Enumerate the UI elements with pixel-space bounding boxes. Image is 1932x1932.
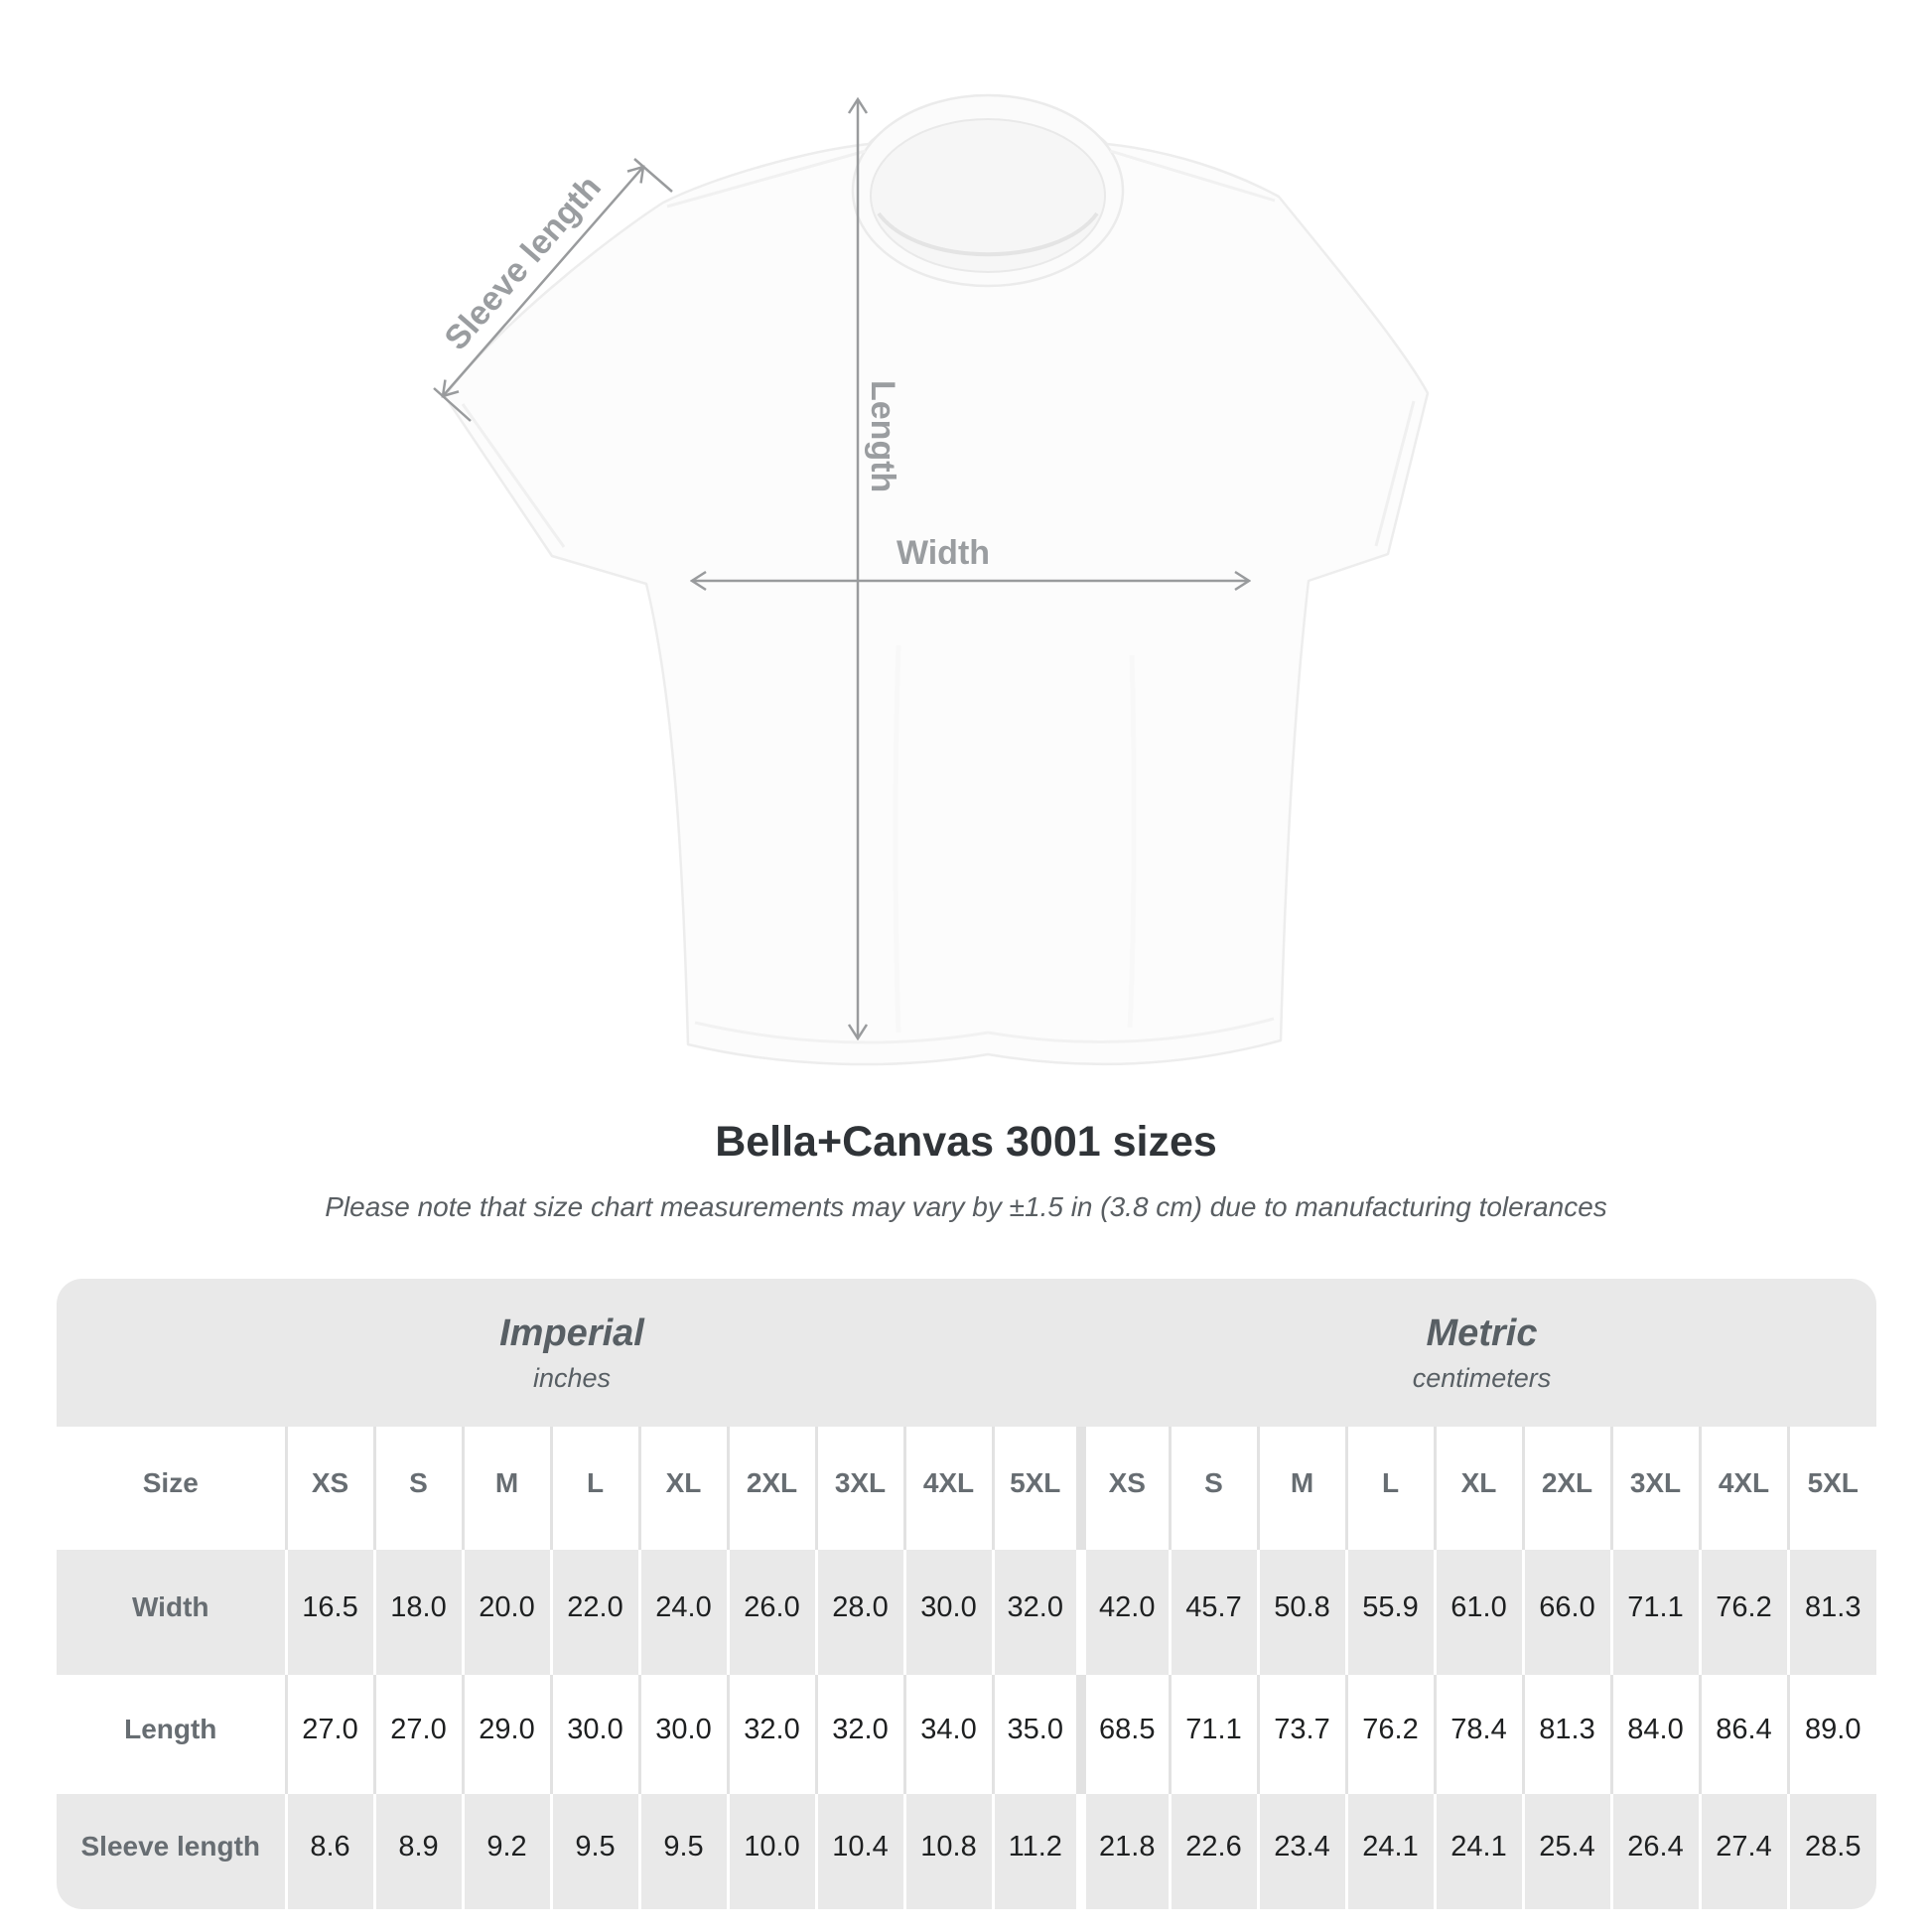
measurement-cell: 10.4: [814, 1794, 904, 1909]
size-table: Imperial inches Metric centimeters Size …: [57, 1279, 1876, 1909]
measurement-cell: 35.0: [991, 1675, 1081, 1794]
sleeve-length-arrow: [443, 167, 643, 396]
size-col-header: 2XL: [726, 1427, 816, 1550]
measurement-cell: 66.0: [1521, 1550, 1611, 1675]
measurement-cell: 68.5: [1076, 1675, 1170, 1794]
size-col-header: M: [461, 1427, 551, 1550]
measurement-cell: 61.0: [1433, 1550, 1523, 1675]
measurement-cell: 30.0: [549, 1675, 639, 1794]
size-col-header: 5XL: [991, 1427, 1081, 1550]
measurement-cell: 78.4: [1433, 1675, 1523, 1794]
sleeve-arrow-end-tick: [633, 158, 673, 193]
measurement-cell: 9.5: [549, 1794, 639, 1909]
size-col-header: L: [1344, 1427, 1435, 1550]
measurement-cell: 11.2: [991, 1794, 1081, 1909]
measurement-cell: 10.0: [726, 1794, 816, 1909]
metric-unit: centimeters: [1412, 1362, 1552, 1393]
measurement-cell: 71.1: [1168, 1675, 1258, 1794]
measurement-cell: 26.4: [1609, 1794, 1700, 1909]
measurement-cell: 27.0: [284, 1675, 374, 1794]
size-col-header: XL: [1433, 1427, 1523, 1550]
measurement-cell: 30.0: [637, 1675, 728, 1794]
size-col-header: XL: [637, 1427, 728, 1550]
measurement-cell: 22.6: [1168, 1794, 1258, 1909]
length-row: Length 27.0 27.0 29.0 30.0 30.0 32.0 32.…: [57, 1675, 1876, 1794]
size-col-header: 4XL: [902, 1427, 993, 1550]
sleeve-length-row: Sleeve length 8.6 8.9 9.2 9.5 9.5 10.0 1…: [57, 1794, 1876, 1909]
size-col-header: 2XL: [1521, 1427, 1611, 1550]
measurement-cell: 30.0: [902, 1550, 993, 1675]
width-arrow-label: Width: [897, 534, 990, 572]
metric-label: Metric: [1426, 1311, 1538, 1354]
measurement-cell: 50.8: [1256, 1550, 1346, 1675]
measurement-cell: 21.8: [1076, 1794, 1170, 1909]
measurement-cell: 18.0: [372, 1550, 463, 1675]
measurement-cell: 9.2: [461, 1794, 551, 1909]
measurement-cell: 22.0: [549, 1550, 639, 1675]
measurement-cell: 27.0: [372, 1675, 463, 1794]
measurement-cell: 29.0: [461, 1675, 551, 1794]
size-col-header: 4XL: [1698, 1427, 1788, 1550]
measurement-cell: 84.0: [1609, 1675, 1700, 1794]
measurement-cell: 27.4: [1698, 1794, 1788, 1909]
measurement-cell: 81.3: [1521, 1675, 1611, 1794]
measurements-table: Size XS S M L XL 2XL 3XL 4XL 5XL XS S M …: [57, 1427, 1876, 1909]
size-col-header: 3XL: [1609, 1427, 1700, 1550]
measurement-cell: 28.5: [1786, 1794, 1876, 1909]
size-col-header: XS: [284, 1427, 374, 1550]
size-col-header: S: [1168, 1427, 1258, 1550]
size-col-header: M: [1256, 1427, 1346, 1550]
measurement-cell: 24.0: [637, 1550, 728, 1675]
measurement-cell: 86.4: [1698, 1675, 1788, 1794]
size-col-header: S: [372, 1427, 463, 1550]
length-arrow-label: Length: [864, 380, 901, 492]
sleeve-arrow-start-tick: [433, 387, 472, 422]
measurement-cell: 8.6: [284, 1794, 374, 1909]
page-title: Bella+Canvas 3001 sizes: [715, 1118, 1217, 1166]
measurement-cell: 42.0: [1076, 1550, 1170, 1675]
row-label: Width: [57, 1550, 286, 1675]
row-label: Length: [57, 1675, 286, 1794]
measurement-cell: 16.5: [284, 1550, 374, 1675]
measurement-cell: 32.0: [814, 1675, 904, 1794]
measurement-cell: 32.0: [991, 1550, 1081, 1675]
size-col-header: 3XL: [814, 1427, 904, 1550]
measurement-cell: 81.3: [1786, 1550, 1876, 1675]
measurement-cell: 23.4: [1256, 1794, 1346, 1909]
measurement-cell: 34.0: [902, 1675, 993, 1794]
tshirt-diagram: Width Length Sleeve length: [433, 93, 1430, 1066]
measurement-cell: 71.1: [1609, 1550, 1700, 1675]
size-col-header: 5XL: [1786, 1427, 1876, 1550]
measurement-cell: 76.2: [1344, 1675, 1435, 1794]
width-row: Width 16.5 18.0 20.0 22.0 24.0 26.0 28.0…: [57, 1550, 1876, 1675]
measurement-cell: 20.0: [461, 1550, 551, 1675]
tolerance-note: Please note that size chart measurements…: [325, 1191, 1607, 1222]
size-column-header: Size: [57, 1427, 286, 1550]
size-col-header: XS: [1076, 1427, 1170, 1550]
unit-header-band: Imperial inches Metric centimeters: [57, 1279, 1876, 1427]
imperial-section-header: Imperial inches: [57, 1279, 1087, 1427]
measurement-cell: 89.0: [1786, 1675, 1876, 1794]
measurement-cell: 45.7: [1168, 1550, 1258, 1675]
measurement-cell: 55.9: [1344, 1550, 1435, 1675]
measurement-cell: 9.5: [637, 1794, 728, 1909]
measurement-cell: 24.1: [1433, 1794, 1523, 1909]
measurement-cell: 73.7: [1256, 1675, 1346, 1794]
imperial-unit: inches: [532, 1362, 612, 1393]
measurement-cell: 26.0: [726, 1550, 816, 1675]
measurement-cell: 76.2: [1698, 1550, 1788, 1675]
measurement-cell: 32.0: [726, 1675, 816, 1794]
measurement-cell: 25.4: [1521, 1794, 1611, 1909]
imperial-label: Imperial: [499, 1311, 644, 1354]
measurement-cell: 28.0: [814, 1550, 904, 1675]
measurement-cell: 24.1: [1344, 1794, 1435, 1909]
size-col-header: L: [549, 1427, 639, 1550]
row-label: Sleeve length: [57, 1794, 286, 1909]
measurement-cell: 10.8: [902, 1794, 993, 1909]
measurement-cell: 8.9: [372, 1794, 463, 1909]
metric-section-header: Metric centimeters: [1087, 1279, 1876, 1427]
size-header-row: Size XS S M L XL 2XL 3XL 4XL 5XL XS S M …: [57, 1427, 1876, 1550]
